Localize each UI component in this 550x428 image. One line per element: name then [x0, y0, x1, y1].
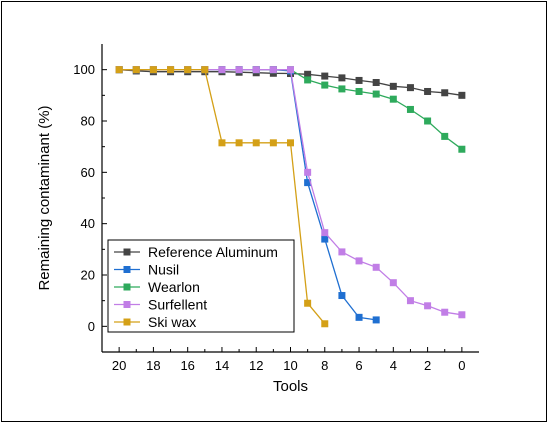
- data-point-ski-wax: [304, 299, 312, 307]
- legend-label: Nusil: [148, 262, 179, 278]
- data-point-ski-wax: [132, 66, 140, 74]
- x-tick-label: 10: [283, 358, 297, 373]
- series-ski-wax: [115, 66, 329, 328]
- legend-label: Surfellent: [148, 297, 207, 313]
- data-point-surfellent: [218, 66, 226, 74]
- data-point-ski-wax: [235, 139, 243, 147]
- data-point-surfellent: [287, 66, 294, 74]
- legend-marker: [123, 283, 131, 291]
- data-point-reference-aluminum: [304, 70, 312, 78]
- data-point-wearlon: [355, 87, 363, 95]
- data-point-ski-wax: [321, 320, 329, 328]
- data-point-ski-wax: [149, 66, 157, 74]
- data-point-wearlon: [389, 95, 397, 103]
- data-point-reference-aluminum: [389, 82, 397, 90]
- data-point-nusil: [338, 292, 346, 300]
- y-tick-label: 20: [81, 268, 95, 283]
- legend-marker: [123, 248, 131, 256]
- data-point-surfellent: [252, 66, 260, 74]
- x-tick-label: 2: [424, 358, 431, 373]
- data-point-ski-wax: [167, 66, 175, 74]
- data-point-surfellent: [406, 297, 414, 305]
- data-point-reference-aluminum: [372, 79, 380, 86]
- y-tick-label: 40: [81, 216, 95, 231]
- data-point-surfellent: [338, 248, 346, 256]
- data-point-wearlon: [406, 105, 414, 113]
- y-tick-label: 100: [73, 62, 95, 77]
- data-point-surfellent: [458, 311, 466, 319]
- x-tick-label: 18: [146, 358, 160, 373]
- x-tick-label: 4: [390, 358, 397, 373]
- legend-label: Wearlon: [148, 279, 200, 295]
- data-point-ski-wax: [115, 66, 123, 74]
- data-point-ski-wax: [201, 66, 209, 74]
- x-axis-label: Tools: [273, 378, 308, 395]
- data-point-nusil: [321, 235, 329, 243]
- data-point-surfellent: [372, 263, 380, 271]
- legend-label: Ski wax: [148, 314, 196, 330]
- data-point-reference-aluminum: [406, 84, 414, 92]
- data-point-wearlon: [372, 90, 380, 98]
- data-point-nusil: [304, 179, 312, 187]
- y-tick-label: 0: [88, 319, 95, 334]
- data-point-ski-wax: [184, 66, 192, 74]
- data-point-reference-aluminum: [424, 87, 432, 95]
- data-point-wearlon: [441, 132, 449, 140]
- data-point-wearlon: [424, 117, 432, 125]
- legend-label: Reference Aluminum: [148, 244, 278, 260]
- data-point-nusil: [355, 313, 363, 321]
- data-point-surfellent: [389, 279, 397, 287]
- y-tick-label: 60: [81, 165, 95, 180]
- data-point-reference-aluminum: [338, 74, 346, 82]
- data-point-nusil: [372, 316, 380, 324]
- y-axis-label: Remaining contaminant (%): [36, 105, 53, 290]
- data-point-reference-aluminum: [458, 91, 466, 99]
- data-point-surfellent: [304, 168, 312, 176]
- legend-marker: [123, 266, 131, 273]
- data-point-reference-aluminum: [321, 72, 329, 80]
- data-point-surfellent: [321, 229, 329, 237]
- x-tick-label: 12: [249, 358, 263, 373]
- x-tick-label: 8: [321, 358, 328, 373]
- data-point-ski-wax: [218, 139, 226, 147]
- data-point-surfellent: [235, 66, 243, 74]
- x-tick-label: 6: [355, 358, 362, 373]
- data-point-wearlon: [304, 76, 312, 84]
- legend-entry: Wearlon: [114, 279, 200, 295]
- data-point-wearlon: [458, 145, 466, 153]
- legend-box: [107, 239, 295, 333]
- legend-marker: [123, 318, 131, 326]
- data-point-wearlon: [321, 81, 329, 89]
- legend-marker: [123, 301, 131, 308]
- legend-entry: Reference Aluminum: [114, 244, 278, 260]
- x-tick-label: 16: [180, 358, 194, 373]
- series-layer: [115, 66, 466, 328]
- data-point-reference-aluminum: [441, 89, 449, 97]
- legend-entry: Surfellent: [114, 297, 207, 313]
- data-point-ski-wax: [252, 139, 260, 147]
- x-tick-label: 20: [112, 358, 126, 373]
- legend-entry: Nusil: [114, 262, 179, 278]
- legend-entry: Ski wax: [114, 314, 196, 330]
- data-point-surfellent: [269, 66, 277, 74]
- data-point-surfellent: [441, 308, 449, 316]
- data-point-ski-wax: [269, 139, 277, 147]
- x-tick-label: 0: [458, 358, 465, 373]
- figure-frame: 0 20 40 60 80 100 20 18 16 14 12 10 8 6 4 2 0 Reference …: [1, 1, 547, 422]
- data-point-reference-aluminum: [355, 76, 363, 84]
- data-point-ski-wax: [287, 139, 294, 147]
- data-point-wearlon: [338, 85, 346, 93]
- data-point-surfellent: [424, 302, 432, 310]
- data-point-surfellent: [355, 257, 363, 265]
- y-tick-label: 80: [81, 114, 95, 129]
- x-tick-label: 14: [215, 358, 229, 373]
- data-point-reference-aluminum: [269, 69, 277, 77]
